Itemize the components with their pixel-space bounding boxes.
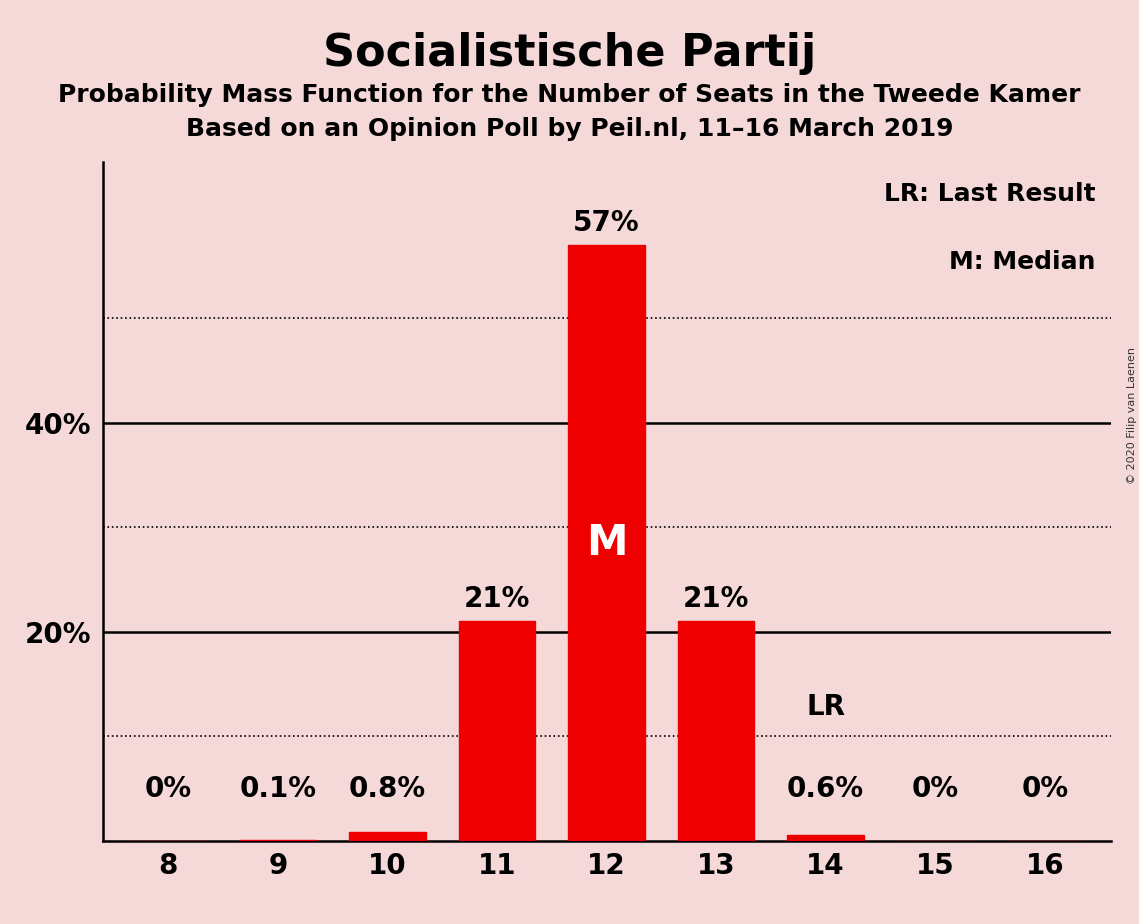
- Bar: [568, 245, 645, 841]
- Text: Probability Mass Function for the Number of Seats in the Tweede Kamer: Probability Mass Function for the Number…: [58, 83, 1081, 107]
- Text: LR: Last Result: LR: Last Result: [884, 182, 1096, 206]
- Text: 57%: 57%: [573, 209, 640, 237]
- Text: 0%: 0%: [911, 774, 959, 803]
- Text: M: Median: M: Median: [949, 250, 1096, 274]
- Bar: [459, 622, 535, 841]
- Text: 0.1%: 0.1%: [239, 774, 317, 803]
- Bar: [239, 840, 317, 841]
- Bar: [349, 833, 426, 841]
- Text: LR: LR: [806, 693, 845, 721]
- Bar: [787, 834, 865, 841]
- Text: 0%: 0%: [145, 774, 191, 803]
- Text: 0%: 0%: [1022, 774, 1068, 803]
- Text: M: M: [585, 522, 628, 564]
- Text: 21%: 21%: [683, 585, 749, 613]
- Text: 0.8%: 0.8%: [349, 774, 426, 803]
- Text: Socialistische Partij: Socialistische Partij: [322, 32, 817, 76]
- Text: Based on an Opinion Poll by Peil.nl, 11–16 March 2019: Based on an Opinion Poll by Peil.nl, 11–…: [186, 117, 953, 141]
- Text: 0.6%: 0.6%: [787, 774, 865, 803]
- Text: 21%: 21%: [464, 585, 530, 613]
- Bar: [678, 622, 754, 841]
- Text: © 2020 Filip van Laenen: © 2020 Filip van Laenen: [1126, 347, 1137, 484]
